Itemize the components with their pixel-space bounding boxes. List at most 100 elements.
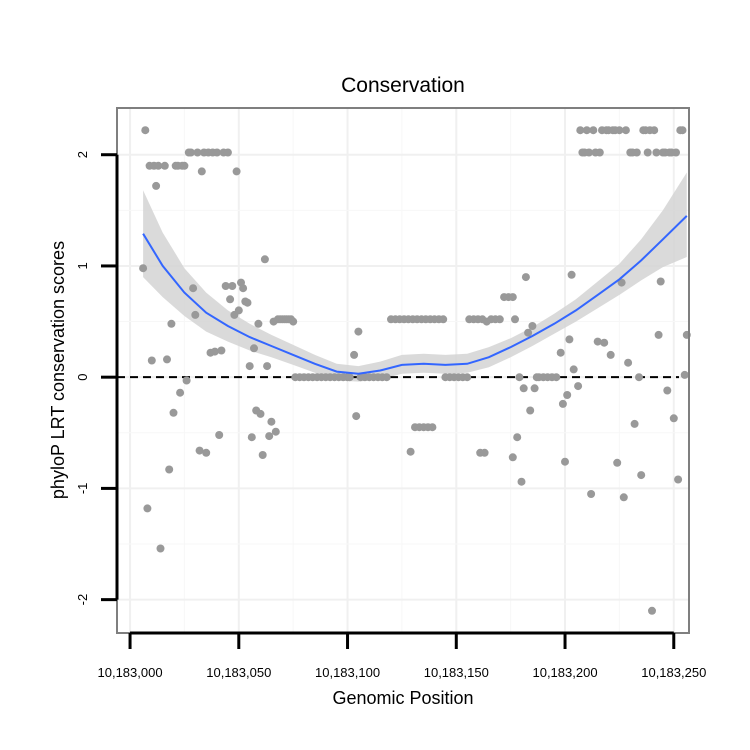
data-point bbox=[567, 270, 576, 279]
data-point bbox=[354, 327, 363, 336]
data-point bbox=[265, 432, 274, 441]
data-point bbox=[160, 161, 169, 170]
data-point bbox=[582, 126, 591, 135]
data-point bbox=[167, 319, 176, 328]
data-point bbox=[217, 346, 226, 355]
data-point bbox=[154, 161, 163, 170]
data-point bbox=[587, 490, 596, 498]
data-point bbox=[585, 148, 593, 157]
data-point bbox=[517, 477, 526, 486]
data-point bbox=[511, 315, 519, 324]
data-point bbox=[232, 167, 241, 176]
data-point bbox=[589, 126, 598, 135]
data-point bbox=[350, 350, 359, 359]
data-point bbox=[617, 278, 626, 287]
data-point bbox=[650, 126, 659, 135]
data-point bbox=[513, 433, 522, 442]
data-point bbox=[169, 408, 178, 417]
data-point bbox=[654, 330, 663, 339]
data-point bbox=[672, 148, 680, 157]
data-point bbox=[648, 606, 656, 615]
data-point bbox=[163, 355, 171, 364]
data-point bbox=[656, 277, 665, 286]
data-point bbox=[213, 148, 221, 157]
data-point bbox=[258, 451, 267, 459]
data-point bbox=[152, 181, 161, 190]
data-point bbox=[565, 335, 574, 344]
data-point bbox=[382, 373, 391, 382]
data-point bbox=[613, 458, 622, 467]
x-axis-label: Genomic Position bbox=[332, 688, 473, 708]
data-point bbox=[635, 373, 643, 382]
x-tick-label: 10,183,150 bbox=[424, 665, 489, 680]
data-point bbox=[239, 284, 248, 293]
data-point bbox=[254, 319, 263, 328]
data-point bbox=[652, 148, 661, 157]
smooth-line bbox=[142, 215, 688, 375]
data-point bbox=[195, 446, 204, 455]
data-point bbox=[223, 148, 232, 157]
data-point bbox=[674, 475, 683, 484]
x-tick-label: 10,183,000 bbox=[98, 665, 163, 680]
data-point bbox=[515, 373, 524, 382]
data-point bbox=[256, 409, 265, 418]
data-point bbox=[245, 362, 254, 371]
data-point bbox=[556, 348, 565, 357]
data-point bbox=[189, 284, 198, 293]
confidence-band-area bbox=[143, 172, 687, 382]
y-axis: -2 -1 0 1 2 bbox=[75, 151, 119, 606]
data-point bbox=[630, 419, 639, 428]
data-point bbox=[250, 344, 258, 353]
confidence-band bbox=[143, 172, 687, 382]
x-tick-label: 10,183,050 bbox=[206, 665, 271, 680]
data-point bbox=[680, 370, 689, 379]
data-point bbox=[526, 406, 535, 415]
data-point bbox=[193, 148, 202, 157]
y-tick-label: -1 bbox=[75, 483, 90, 495]
data-point bbox=[558, 399, 567, 408]
data-point bbox=[632, 148, 641, 157]
data-point bbox=[234, 306, 243, 315]
data-point bbox=[202, 448, 211, 457]
data-point bbox=[669, 414, 678, 423]
data-point bbox=[615, 126, 624, 135]
data-point bbox=[624, 358, 633, 367]
data-point bbox=[263, 362, 272, 371]
data-point bbox=[428, 423, 437, 432]
data-points bbox=[139, 126, 691, 615]
data-point bbox=[528, 322, 537, 330]
data-point bbox=[221, 282, 230, 290]
data-point bbox=[524, 328, 533, 337]
data-point bbox=[521, 273, 530, 282]
data-point bbox=[508, 453, 517, 462]
data-point bbox=[621, 126, 630, 135]
data-point bbox=[439, 315, 448, 324]
y-tick-label: -2 bbox=[75, 594, 90, 606]
x-tick-label: 10,183,100 bbox=[315, 665, 380, 680]
data-point bbox=[569, 365, 578, 374]
data-point bbox=[576, 126, 585, 135]
x-axis: 10,183,000 10,183,050 10,183,100 10,183,150… bbox=[98, 631, 706, 680]
chart-title: Conservation bbox=[341, 74, 465, 97]
data-point bbox=[260, 255, 269, 264]
data-point bbox=[156, 544, 165, 553]
y-axis-label: phyloP LRT conservation scores bbox=[48, 241, 68, 499]
data-point bbox=[530, 384, 539, 393]
data-point bbox=[463, 373, 472, 382]
data-point bbox=[228, 282, 237, 290]
data-point bbox=[495, 315, 504, 324]
data-point bbox=[563, 391, 572, 399]
x-tick-label: 10,183,200 bbox=[532, 665, 597, 680]
data-point bbox=[141, 126, 150, 135]
data-point bbox=[519, 384, 528, 393]
data-point bbox=[552, 373, 561, 382]
data-point bbox=[226, 295, 235, 304]
data-point bbox=[678, 126, 687, 135]
data-point bbox=[289, 317, 298, 326]
data-point bbox=[182, 376, 191, 385]
data-point bbox=[243, 298, 252, 307]
data-point bbox=[406, 447, 415, 456]
data-point bbox=[663, 386, 672, 395]
data-point bbox=[180, 161, 189, 170]
